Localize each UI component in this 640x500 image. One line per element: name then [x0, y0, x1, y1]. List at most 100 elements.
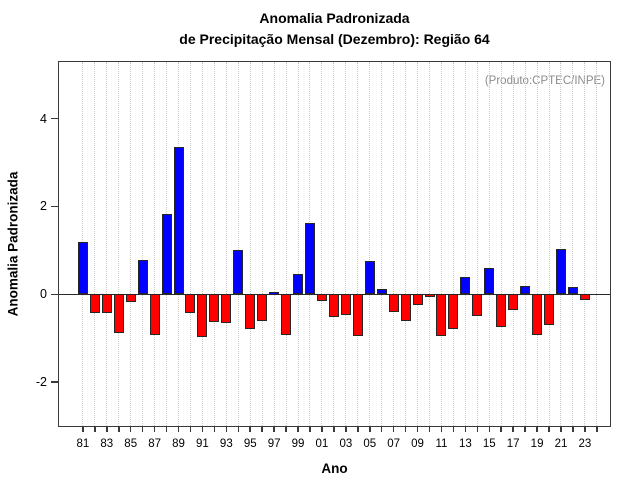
gridline-1994: [237, 62, 239, 426]
x-tick-1985: [129, 426, 132, 432]
chart-title-line1: Anomalia Padronizada: [259, 10, 410, 26]
gridline-2003: [345, 62, 347, 426]
bar-1983: [101, 294, 112, 313]
bar-1982: [89, 294, 100, 314]
y-tick--2: [51, 381, 59, 383]
gridline-2017: [512, 62, 514, 426]
x-tick-label-13: 13: [458, 438, 472, 450]
gridline-2011: [440, 62, 442, 426]
gridline-2010: [429, 62, 431, 426]
gridline-1995: [249, 62, 251, 426]
bar-1993: [221, 294, 232, 324]
x-tick-1982: [94, 426, 96, 432]
bar-2008: [400, 294, 411, 322]
x-tick-label-09: 09: [411, 438, 424, 450]
x-tick-1992: [213, 426, 216, 432]
x-tick-1983: [106, 426, 108, 432]
bar-2021: [555, 249, 566, 295]
bar-2007: [388, 294, 399, 313]
bar-2017: [508, 294, 519, 311]
bar-2013: [460, 276, 471, 295]
x-tick-1991: [201, 426, 204, 432]
bar-2014: [472, 294, 483, 316]
gridline-1982: [94, 62, 96, 426]
source-annotation: (Produto:CPTEC/INPE): [484, 75, 605, 87]
bar-2019: [532, 294, 543, 335]
x-tick-1994: [237, 426, 240, 432]
gridline-2018: [524, 62, 526, 426]
y-tick-0: [51, 293, 59, 296]
bar-2003: [340, 294, 351, 315]
bar-2016: [496, 294, 507, 327]
bar-1987: [149, 294, 160, 336]
x-tick-1995: [249, 426, 251, 432]
gridline-2001: [321, 62, 323, 426]
gridline-1984: [118, 62, 120, 426]
gridline-2009: [417, 62, 419, 426]
x-tick-label-17: 17: [506, 438, 520, 450]
x-tick-1998: [285, 426, 287, 432]
gridline-2024: [596, 62, 598, 426]
gridline-1985: [130, 62, 132, 426]
x-tick-1984: [118, 426, 120, 432]
x-tick-2018: [524, 426, 526, 432]
x-tick-2015: [488, 426, 491, 432]
bar-2011: [436, 294, 447, 336]
x-tick-label-99: 99: [291, 438, 305, 450]
x-tick-label-01: 01: [315, 438, 329, 450]
bar-1986: [137, 260, 148, 295]
bar-2006: [376, 289, 387, 295]
bar-1996: [257, 294, 268, 322]
gridline-1991: [201, 62, 203, 426]
bar-1998: [281, 294, 292, 336]
bar-1991: [197, 294, 208, 338]
x-tick-2005: [369, 426, 371, 432]
bar-2023: [579, 294, 590, 300]
gridline-1999: [297, 62, 299, 426]
x-tick-label-23: 23: [578, 438, 592, 450]
x-tick-2022: [572, 426, 574, 432]
bar-2004: [352, 294, 363, 336]
x-tick-1990: [189, 426, 192, 432]
gridline-2021: [560, 62, 562, 426]
gridline-1987: [154, 62, 156, 426]
gridline-2023: [584, 62, 586, 426]
x-tick-1993: [225, 426, 228, 432]
bar-2010: [424, 294, 435, 298]
y-tick-label--2: -2: [35, 375, 47, 390]
x-tick-label-21: 21: [554, 438, 568, 450]
bar-1988: [161, 214, 172, 295]
x-tick-label-15: 15: [482, 438, 496, 450]
y-tick-label-2: 2: [40, 199, 47, 214]
gridline-2013: [464, 62, 466, 426]
x-tick-2007: [392, 426, 395, 432]
chart-title: Anomalia Padronizada de Precipitação Men…: [59, 8, 610, 50]
bar-2009: [412, 294, 423, 305]
x-tick-2009: [416, 426, 419, 432]
x-tick-2002: [333, 426, 335, 432]
x-axis-label: Ano: [321, 461, 348, 476]
x-tick-label-93: 93: [219, 438, 233, 450]
gridline-2020: [548, 62, 550, 426]
x-tick-1996: [261, 426, 263, 432]
x-tick-label-91: 91: [196, 438, 209, 450]
x-tick-1988: [165, 426, 168, 432]
x-tick-label-85: 85: [124, 438, 138, 450]
x-tick-2000: [309, 426, 311, 432]
gridline-1993: [225, 62, 227, 426]
x-tick-1981: [82, 426, 84, 432]
y-tick-label-4: 4: [40, 111, 47, 126]
y-tick-2: [51, 205, 59, 208]
gridline-2006: [381, 62, 383, 426]
x-tick-2021: [560, 426, 562, 432]
gridline-2019: [536, 62, 538, 426]
x-tick-label-03: 03: [339, 438, 353, 450]
gridline-1997: [273, 62, 275, 426]
x-tick-1987: [153, 426, 156, 432]
gridline-2008: [405, 62, 407, 426]
x-tick-2024: [596, 426, 598, 432]
x-tick-2016: [500, 426, 502, 432]
x-tick-label-81: 81: [76, 438, 90, 450]
x-tick-2003: [345, 426, 347, 432]
y-tick-label-0: 0: [40, 287, 47, 302]
